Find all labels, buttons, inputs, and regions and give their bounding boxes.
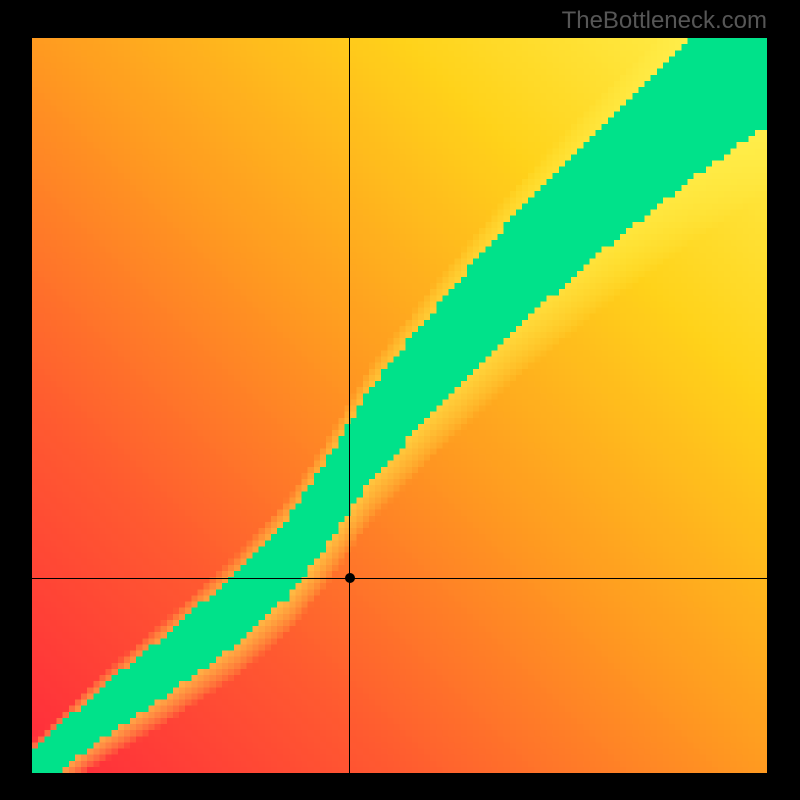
reference-point — [345, 573, 355, 583]
crosshair-vertical — [349, 38, 350, 773]
crosshair-horizontal — [32, 578, 767, 579]
heatmap-canvas — [32, 38, 767, 773]
chart-frame: TheBottleneck.com — [0, 0, 800, 800]
watermark-text: TheBottleneck.com — [562, 7, 767, 35]
plot-area — [32, 38, 767, 773]
